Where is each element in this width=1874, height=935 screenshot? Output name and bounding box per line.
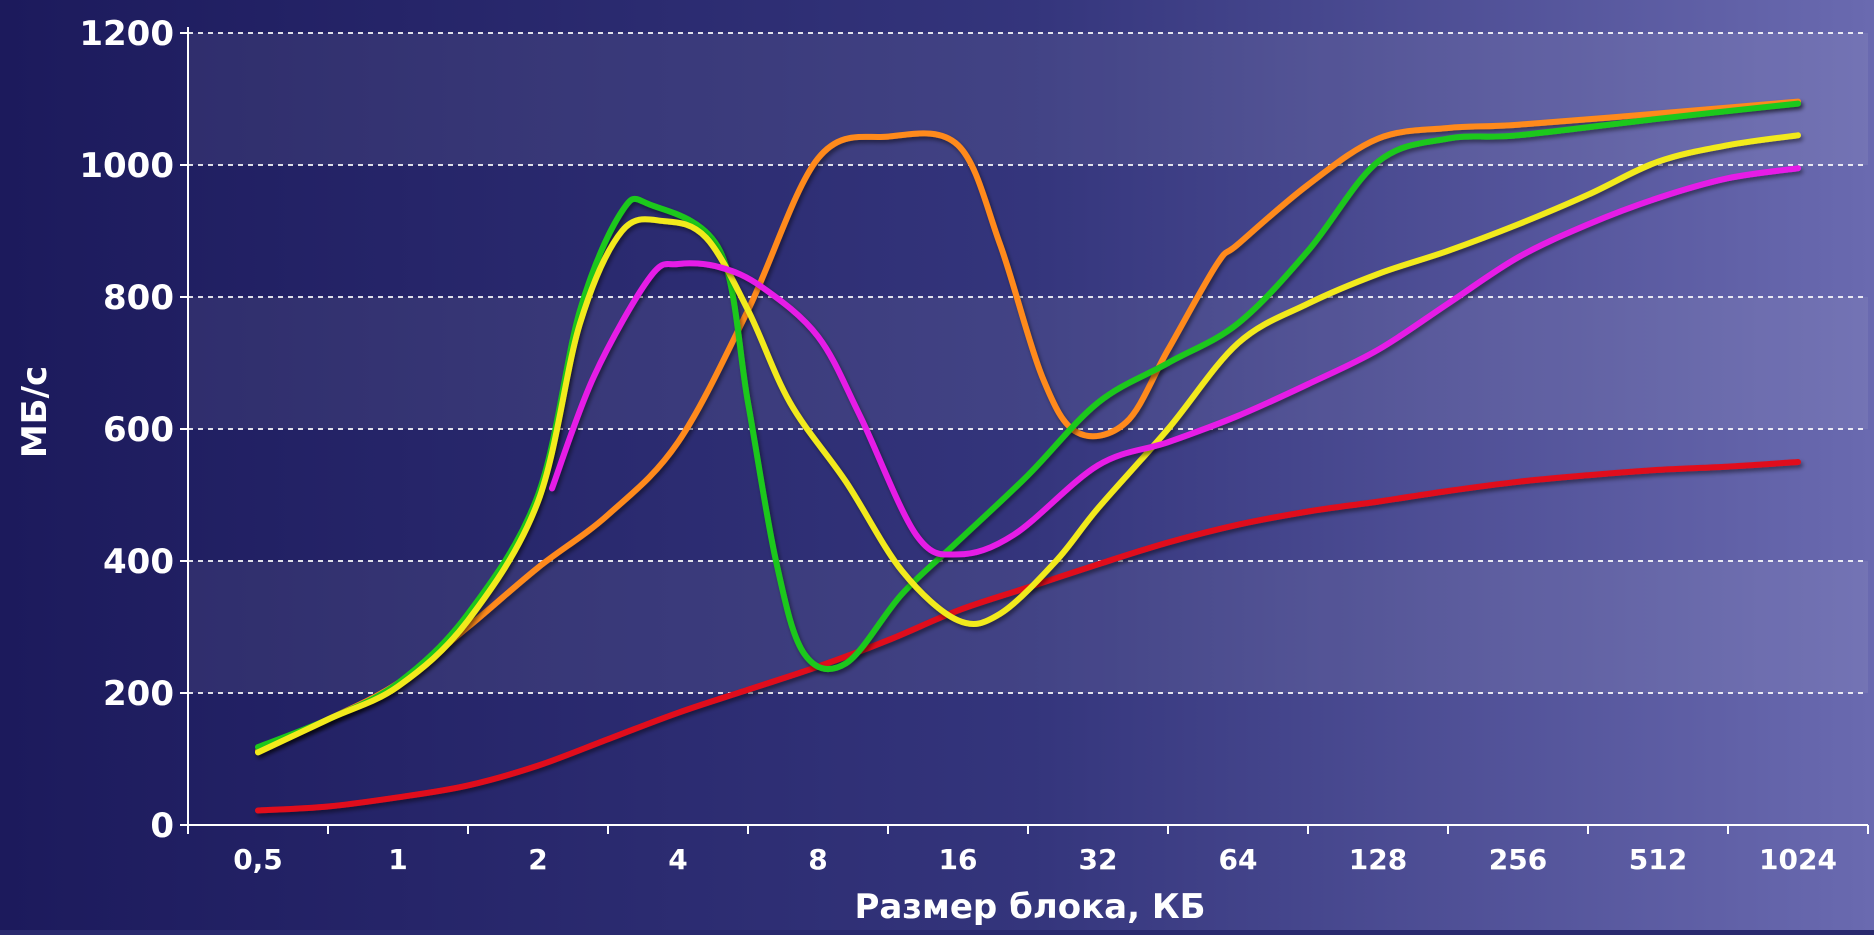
plot-band [188,561,1868,693]
y-tick-label: 200 [103,674,174,714]
y-axis-title: МБ/с [15,366,55,458]
series-line-4 [255,132,1801,756]
y-tick-label: 800 [103,278,174,318]
x-tick-label: 512 [1629,843,1687,876]
y-tick-label: 1200 [79,14,174,54]
y-tick-label: 400 [103,542,174,582]
x-tick-label: 1024 [1759,843,1837,876]
x-tick-label: 1 [388,843,407,876]
y-tick-labels: 0 200 400 600 800 1000 1200 [79,14,174,846]
x-tick-label: 32 [1079,843,1118,876]
plot-band [188,297,1868,429]
series-line-2 [255,98,1801,755]
plot-bands [188,33,1868,693]
gridlines [188,32,1868,694]
x-tick-label: 16 [939,843,978,876]
y-tick-label: 0 [150,806,174,846]
x-tick-label: 0,5 [233,843,283,876]
series-line-5 [549,165,1801,558]
x-tick-labels: 0,5 1 2 4 8 16 32 64 128 256 512 1024 [233,843,1837,876]
x-tick-label: 8 [808,843,827,876]
x-axis-title: Размер блока, КБ [854,887,1205,927]
x-tick-label: 256 [1489,843,1547,876]
x-tick-label: 128 [1349,843,1407,876]
y-tick-label: 1000 [79,146,174,186]
x-tick-label: 2 [528,843,547,876]
series-lines [255,98,1801,814]
axes [180,27,1869,834]
x-tick-label: 4 [668,843,687,876]
x-tick-label: 64 [1219,843,1258,876]
plot-band [188,33,1868,165]
y-tick-label: 600 [103,410,174,450]
